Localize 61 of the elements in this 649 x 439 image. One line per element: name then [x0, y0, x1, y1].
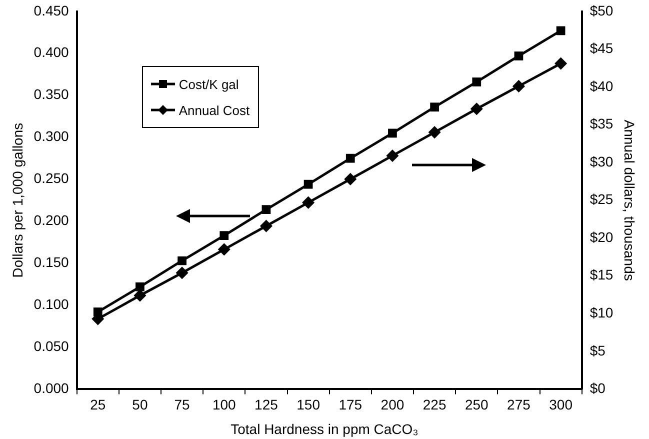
point [93, 308, 102, 316]
point [346, 154, 355, 163]
point [302, 196, 314, 208]
y-tick-label: 0.400 [34, 44, 70, 60]
point [344, 173, 356, 185]
y-tick-label: 0.100 [34, 296, 70, 312]
point [472, 77, 482, 86]
point [136, 282, 144, 292]
x-tick-label: 200 [380, 396, 404, 412]
point [304, 180, 313, 189]
y-tick-label: 0.150 [34, 254, 70, 270]
x-tick-label: 175 [338, 396, 362, 412]
point [428, 126, 440, 138]
point [134, 290, 146, 302]
point [430, 102, 439, 112]
y2-axis-title: Annual dollars, thousands [622, 120, 638, 281]
y-tick-label: 0.450 [34, 2, 70, 18]
y-tick-label: 0.000 [34, 380, 70, 396]
x-axis-title: Total Hardness in ppm CaCO₃ [230, 421, 420, 437]
x-tick-label: 75 [174, 396, 190, 412]
x-tick-label: 275 [507, 396, 531, 412]
y2-tick-label: $0 [590, 380, 606, 396]
y2-tick-label: $40 [590, 78, 614, 94]
y2-tick-label: $30 [590, 153, 614, 170]
point [512, 80, 524, 92]
y-tick-label: 0.250 [34, 170, 70, 186]
point [176, 267, 188, 279]
y2-tick-label: $5 [590, 342, 606, 358]
point [514, 51, 524, 60]
y2-tick-label: $20 [590, 228, 614, 245]
y2-tick-label: $15 [590, 266, 614, 283]
point [388, 128, 397, 138]
x-tick-label: 300 [549, 396, 573, 412]
y2-tick-label: $10 [590, 304, 614, 320]
y-tick-label: 0.200 [34, 212, 70, 228]
x-tick-label: 225 [422, 396, 446, 412]
x-tick-label: 250 [464, 396, 489, 412]
y-tick-label: 0.300 [34, 128, 70, 144]
x-tick-label: 50 [132, 396, 148, 412]
legend-label: Annual Cost [178, 102, 250, 118]
point [178, 256, 186, 266]
point [262, 205, 271, 214]
x-tick-label: 100 [212, 396, 236, 412]
x-tick-label: 25 [90, 396, 106, 412]
point [386, 150, 398, 162]
y-tick-label: 0.350 [34, 86, 70, 102]
y2-tick-label: $25 [590, 191, 614, 208]
x-tick-label: 125 [254, 396, 278, 412]
point [220, 231, 229, 240]
point [556, 26, 566, 36]
point [218, 244, 230, 256]
legend-label: Cost/K gal [178, 76, 239, 92]
x-tick-label: 150 [296, 396, 320, 412]
y2-tick-label: $50 [590, 2, 614, 18]
point [470, 103, 482, 115]
y-tick-label: 0.050 [34, 338, 70, 354]
y2-tick-label: $35 [590, 116, 614, 132]
point [260, 220, 272, 232]
point [555, 58, 567, 70]
y-axis-title: Dollars per 1,000 gallons [9, 122, 26, 278]
y2-tick-label: $45 [590, 40, 614, 56]
